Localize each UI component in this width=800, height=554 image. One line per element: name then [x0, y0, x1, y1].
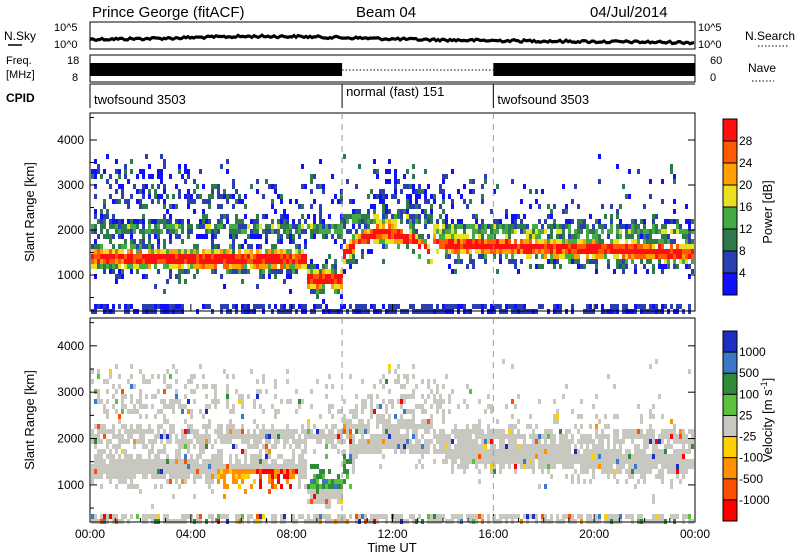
colorbar-swatch	[723, 415, 737, 437]
cpid-segment-label: normal (fast) 151	[346, 84, 444, 99]
colorbar-swatch	[723, 394, 737, 416]
cpid-segment-label: twofsound 3503	[94, 92, 186, 107]
nave-tick-top: 60	[710, 55, 722, 67]
colorbar-tick-label: -25	[739, 430, 757, 444]
xtick-label: 00:00	[75, 527, 105, 541]
colorbar-tick-label: 1000	[739, 345, 766, 359]
freq-tick-top: 18	[67, 55, 79, 67]
colorbar-swatch	[723, 163, 737, 186]
colorbar-tick-label: -1000	[739, 493, 770, 507]
nsky-strip: N.Sky 10^5 10^0 10^5 10^0 N.Search	[4, 21, 795, 51]
station-title: Prince George (fitACF)	[92, 4, 245, 21]
xtick-label: 16:00	[478, 527, 508, 541]
colorbar-swatch	[723, 119, 737, 142]
colorbar-tick-label: -100	[739, 451, 763, 465]
velocity-colorbar: 1000 500 100 25 -25 -100 -500 -1000	[722, 330, 770, 522]
colorbar-tick-label: 500	[739, 366, 759, 380]
freq-unit-label: [MHz]	[6, 69, 35, 81]
colorbar-swatch	[723, 251, 737, 274]
freq-tick-bottom: 8	[72, 72, 78, 84]
velocity-ylabel: Slant Range [km]	[22, 370, 37, 470]
ytick-label: 3000	[57, 385, 84, 399]
colorbar-tick-label: 12	[739, 222, 753, 236]
ytick-label: 4000	[57, 133, 84, 147]
colorbar-swatch	[723, 478, 737, 501]
colorbar-tick-label: 8	[739, 244, 746, 258]
mode-change-lines	[341, 113, 494, 522]
nave-tick-bottom: 0	[710, 72, 716, 84]
velocity-colorbar-label: Velocity [m s-1]	[759, 378, 775, 463]
colorbar-tick-label: 20	[739, 178, 753, 192]
xtick-label: 20:00	[579, 527, 609, 541]
nsky-tick-bottom: 10^0	[698, 39, 722, 51]
ytick-label: 2000	[57, 432, 84, 446]
colorbar-swatch	[723, 207, 737, 230]
beam-title: Beam 04	[356, 4, 416, 21]
colorbar-swatch	[723, 457, 737, 480]
freq-bar	[90, 63, 343, 76]
colorbar-swatch	[723, 273, 737, 296]
colorbar-swatch	[723, 185, 737, 208]
colorbar-tick-label: 24	[739, 156, 753, 170]
ytick-label: 1000	[57, 478, 84, 492]
xaxis-label: Time UT	[367, 540, 416, 554]
power-colorbar-label: Power [dB]	[760, 180, 775, 244]
colorbar-tick-label: 25	[739, 408, 753, 422]
nsky-tick-top-left: 10^5	[54, 22, 78, 34]
power-data-field	[91, 154, 694, 314]
nsearch-line	[89, 35, 695, 46]
cpid-strip: CPID twofsound 3503 normal (fast) 151 tw…	[6, 83, 695, 108]
xtick-label: 08:00	[277, 527, 307, 541]
colorbar-tick-label: 4	[739, 266, 746, 280]
freq-label: Freq.	[6, 55, 32, 67]
colorbar-swatch	[723, 373, 737, 395]
power-colorbar: 4 8 12 16 20 24 28	[722, 118, 753, 296]
colorbar-swatch	[723, 499, 737, 522]
power-ylabel: Slant Range [km]	[22, 162, 37, 262]
ytick-label: 4000	[57, 339, 84, 353]
nsky-label: N.Sky	[4, 29, 36, 43]
ytick-label: 2000	[57, 223, 84, 237]
xtick-label: 04:00	[176, 527, 206, 541]
ytick-label: 1000	[57, 268, 84, 282]
nave-label: Nave	[748, 61, 776, 75]
colorbar-swatch	[723, 141, 737, 164]
power-panel: 1000 2000 3000 4000 Slant Range [km] 4 8 12 16…	[22, 112, 775, 314]
cpid-segment-label: twofsound 3503	[497, 92, 589, 107]
nsky-tick-top: 10^5	[698, 22, 722, 34]
colorbar-swatch	[723, 436, 737, 458]
colorbar-swatch	[723, 331, 737, 353]
nsky-tick-bottom-left: 10^0	[54, 39, 78, 51]
nsearch-label: N.Search	[745, 29, 795, 43]
date-title: 04/Jul/2014	[590, 4, 668, 21]
ytick-label: 3000	[57, 178, 84, 192]
velocity-panel: 1000 2000 3000 4000 Slant Range [km] 1000 50…	[22, 304, 775, 554]
colorbar-tick-label: -500	[739, 472, 763, 486]
colorbar-tick-label: 16	[739, 200, 753, 214]
colorbar-swatch	[723, 352, 737, 374]
colorbar-tick-label: 100	[739, 387, 759, 401]
colorbar-tick-label: 28	[739, 134, 753, 148]
velocity-data-field	[91, 359, 694, 524]
freq-bar	[493, 63, 695, 76]
xtick-label: 12:00	[377, 527, 407, 541]
colorbar-swatch	[723, 229, 737, 252]
xtick-label: 00:00	[680, 527, 710, 541]
nsky-line	[89, 33, 695, 45]
freq-strip: Freq. [MHz] 18 8 60 0 Nave	[6, 54, 776, 84]
cpid-label: CPID	[6, 91, 35, 105]
